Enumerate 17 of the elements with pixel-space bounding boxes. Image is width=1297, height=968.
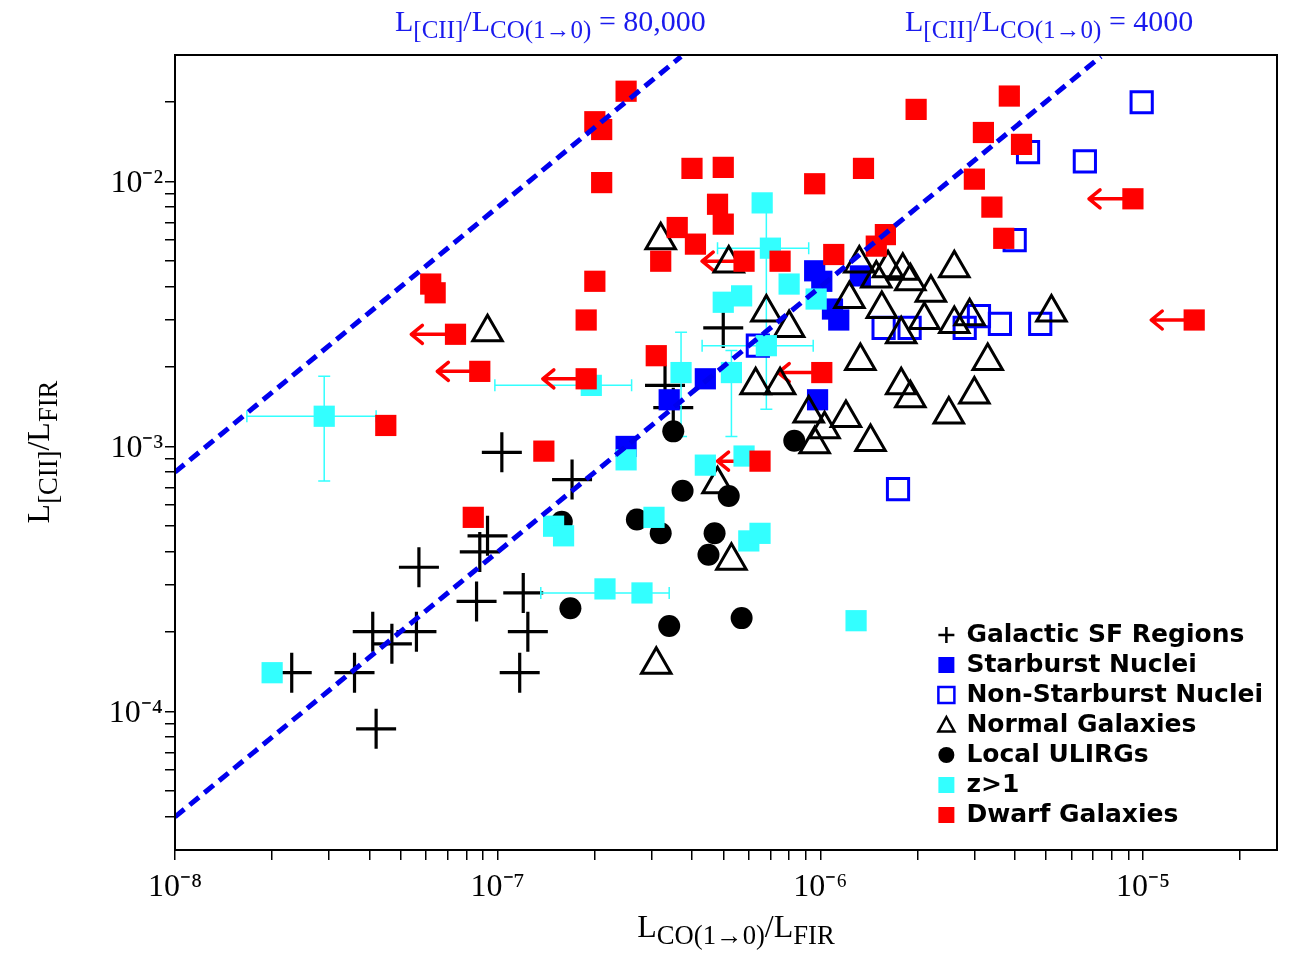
x-tick-label: 10⁻⁸ [147,866,203,903]
x-tick-label: 10⁻⁵ [1116,866,1171,903]
legend-label: Starburst Nuclei [966,648,1197,678]
y-tick-label: 10⁻³ [110,428,163,465]
y-tick-label: 10⁻⁴ [108,693,163,730]
x-axis-title: L$_{CO(1→0)}$/L$_{FIR}$ [636,908,836,952]
x-tick-label: 10⁻⁷ [470,866,525,903]
text: L$_{[CII]}$/L$_{CO(1→0)}$ = 80,000 [395,4,706,44]
x-tick-label: 10⁻⁶ [793,866,848,903]
legend-label: Galactic SF Regions [966,618,1245,648]
text: L$_{[CII]}$/L$_{CO(1→0)}$ = 4000 [905,4,1194,44]
legend-label: Non-Starburst Nuclei [966,678,1264,708]
legend-label: z>1 [966,768,1020,798]
legend-label: Local ULIRGs [966,738,1149,768]
legend-label: Dwarf Galaxies [966,798,1179,828]
legend-label: Normal Galaxies [966,708,1197,738]
y-tick-label: 10⁻² [110,163,163,200]
